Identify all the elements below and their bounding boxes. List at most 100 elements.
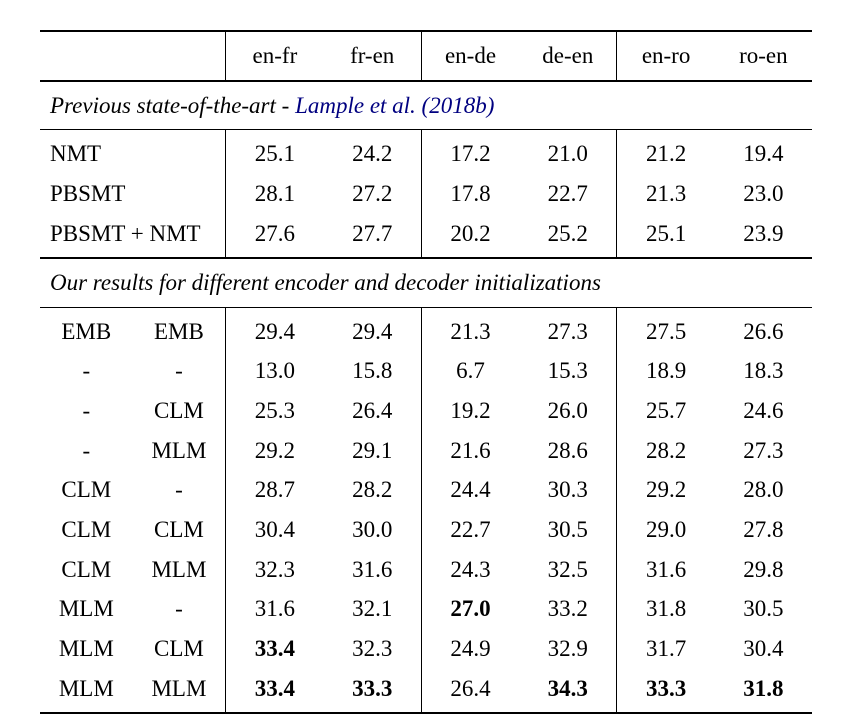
table-row: CLMMLM32.331.624.332.531.629.8 xyxy=(40,550,812,590)
cell-value: 30.0 xyxy=(324,510,422,550)
cell-value: 23.0 xyxy=(715,174,812,214)
cell-value: 30.3 xyxy=(519,470,617,510)
table-header-row: en-fr fr-en en-de de-en en-ro ro-en xyxy=(40,31,812,81)
encoder-init: EMB xyxy=(40,307,133,351)
cell-value: 27.0 xyxy=(421,589,519,629)
decoder-init: EMB xyxy=(133,307,226,351)
cell-value: 17.8 xyxy=(421,174,519,214)
encoder-init: CLM xyxy=(40,510,133,550)
citation-link[interactable]: Lample et al. (2018b) xyxy=(295,93,494,118)
cell-value: 28.2 xyxy=(617,431,715,471)
cell-value: 29.0 xyxy=(617,510,715,550)
cell-value: 25.7 xyxy=(617,391,715,431)
cell-value: 29.4 xyxy=(324,307,422,351)
cell-value: 27.3 xyxy=(715,431,812,471)
table-row: -CLM25.326.419.226.025.724.6 xyxy=(40,391,812,431)
cell-value: 21.3 xyxy=(617,174,715,214)
cell-value: 26.6 xyxy=(715,307,812,351)
cell-value: 13.0 xyxy=(226,351,324,391)
cell-value: 25.2 xyxy=(519,214,617,259)
col-header: en-fr xyxy=(226,31,324,81)
cell-value: 32.5 xyxy=(519,550,617,590)
table-row: CLMCLM30.430.022.730.529.027.8 xyxy=(40,510,812,550)
table-row: CLM-28.728.224.430.329.228.0 xyxy=(40,470,812,510)
encoder-init: MLM xyxy=(40,589,133,629)
cell-value: 31.8 xyxy=(715,669,812,714)
decoder-init: CLM xyxy=(133,629,226,669)
section2-title: Our results for different encoder and de… xyxy=(40,258,812,307)
cell-value: 25.3 xyxy=(226,391,324,431)
cell-value: 21.0 xyxy=(519,130,617,174)
cell-value: 26.4 xyxy=(324,391,422,431)
col-header: ro-en xyxy=(715,31,812,81)
cell-value: 29.1 xyxy=(324,431,422,471)
cell-value: 6.7 xyxy=(421,351,519,391)
row-label: NMT xyxy=(40,130,226,174)
cell-value: 32.3 xyxy=(324,629,422,669)
table-row: MLMMLM33.433.326.434.333.331.8 xyxy=(40,669,812,714)
cell-value: 28.7 xyxy=(226,470,324,510)
encoder-init: - xyxy=(40,351,133,391)
cell-value: 28.2 xyxy=(324,470,422,510)
col-header: fr-en xyxy=(324,31,422,81)
cell-value: 28.1 xyxy=(226,174,324,214)
cell-value: 29.4 xyxy=(226,307,324,351)
cell-value: 27.7 xyxy=(324,214,422,259)
encoder-init: - xyxy=(40,431,133,471)
cell-value: 31.6 xyxy=(324,550,422,590)
section-header-row: Previous state-of-the-art - Lample et al… xyxy=(40,81,812,130)
section1-title: Previous state-of-the-art - Lample et al… xyxy=(40,81,812,130)
row-label: PBSMT + NMT xyxy=(40,214,226,259)
decoder-init: CLM xyxy=(133,391,226,431)
cell-value: 23.9 xyxy=(715,214,812,259)
cell-value: 29.8 xyxy=(715,550,812,590)
cell-value: 28.6 xyxy=(519,431,617,471)
cell-value: 26.0 xyxy=(519,391,617,431)
cell-value: 33.2 xyxy=(519,589,617,629)
cell-value: 20.2 xyxy=(421,214,519,259)
table-row: EMBEMB29.429.421.327.327.526.6 xyxy=(40,307,812,351)
cell-value: 21.6 xyxy=(421,431,519,471)
cell-value: 33.4 xyxy=(226,669,324,714)
header-blank-dec xyxy=(133,31,226,81)
cell-value: 33.4 xyxy=(226,629,324,669)
decoder-init: - xyxy=(133,351,226,391)
cell-value: 32.3 xyxy=(226,550,324,590)
cell-value: 30.5 xyxy=(519,510,617,550)
cell-value: 24.4 xyxy=(421,470,519,510)
cell-value: 29.2 xyxy=(226,431,324,471)
cell-value: 25.1 xyxy=(617,214,715,259)
decoder-init: MLM xyxy=(133,669,226,714)
cell-value: 33.3 xyxy=(324,669,422,714)
cell-value: 18.9 xyxy=(617,351,715,391)
cell-value: 19.2 xyxy=(421,391,519,431)
row-label: PBSMT xyxy=(40,174,226,214)
table-row: NMT25.124.217.221.021.219.4 xyxy=(40,130,812,174)
cell-value: 15.8 xyxy=(324,351,422,391)
cell-value: 27.3 xyxy=(519,307,617,351)
cell-value: 26.4 xyxy=(421,669,519,714)
cell-value: 30.4 xyxy=(226,510,324,550)
section-header-row: Our results for different encoder and de… xyxy=(40,258,812,307)
col-header: en-ro xyxy=(617,31,715,81)
cell-value: 19.4 xyxy=(715,130,812,174)
cell-value: 27.8 xyxy=(715,510,812,550)
cell-value: 24.2 xyxy=(324,130,422,174)
encoder-init: MLM xyxy=(40,669,133,714)
section2-body: EMBEMB29.429.421.327.327.526.6--13.015.8… xyxy=(40,307,812,713)
cell-value: 27.6 xyxy=(226,214,324,259)
header-blank-enc xyxy=(40,31,133,81)
decoder-init: CLM xyxy=(133,510,226,550)
table-row: MLMCLM33.432.324.932.931.730.4 xyxy=(40,629,812,669)
cell-value: 21.2 xyxy=(617,130,715,174)
table-row: --13.015.86.715.318.918.3 xyxy=(40,351,812,391)
cell-value: 22.7 xyxy=(421,510,519,550)
cell-value: 27.2 xyxy=(324,174,422,214)
cell-value: 31.8 xyxy=(617,589,715,629)
table-row: PBSMT28.127.217.822.721.323.0 xyxy=(40,174,812,214)
cell-value: 32.1 xyxy=(324,589,422,629)
col-header: de-en xyxy=(519,31,617,81)
cell-value: 24.3 xyxy=(421,550,519,590)
cell-value: 30.5 xyxy=(715,589,812,629)
cell-value: 15.3 xyxy=(519,351,617,391)
